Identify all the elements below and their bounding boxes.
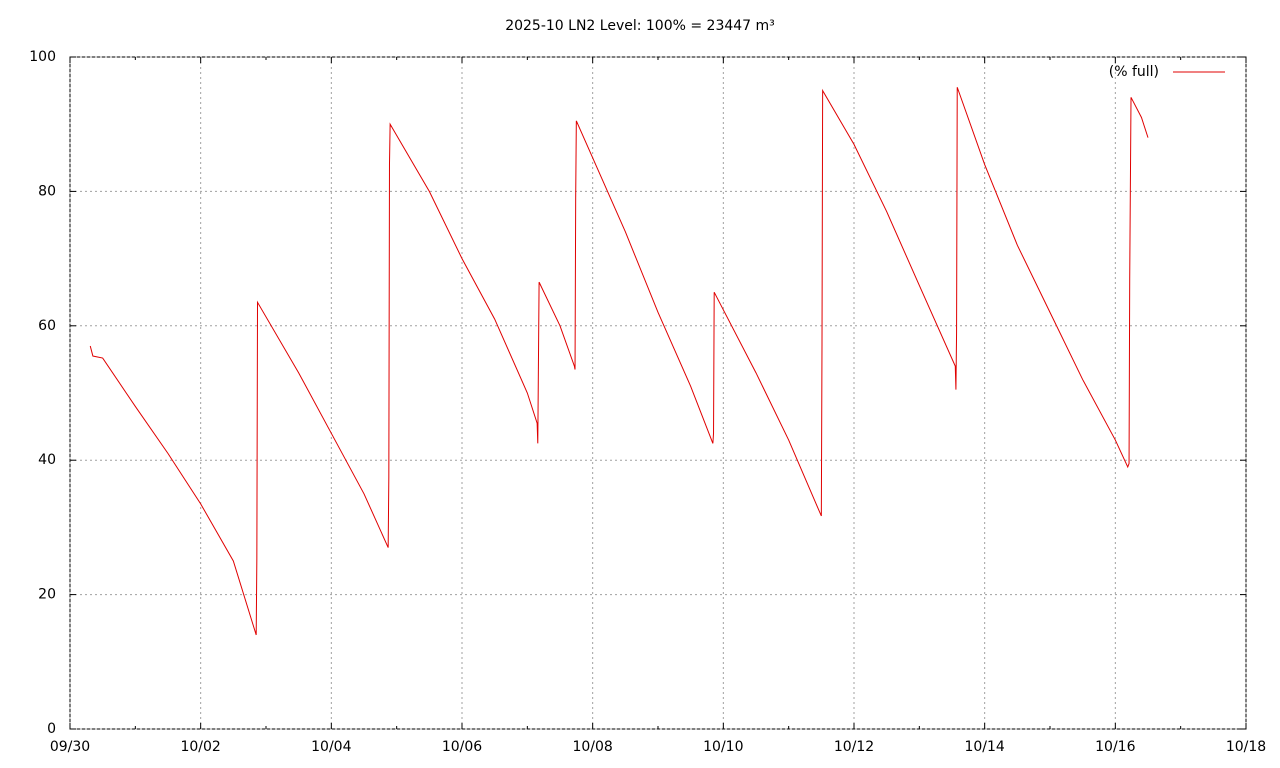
x-tick-label: 10/04 [311, 739, 351, 755]
y-tick-label: 40 [38, 452, 56, 468]
x-tick-label: 10/08 [572, 739, 612, 755]
x-tick-label: 10/12 [834, 739, 874, 755]
x-tick-label: 09/30 [50, 739, 90, 755]
data-line [89, 87, 1149, 636]
chart-title: 2025-10 LN2 Level: 100% = 23447 m³ [505, 18, 775, 34]
legend-label: (% full) [1109, 64, 1159, 80]
y-tick-label: 80 [38, 183, 56, 199]
y-tick-label: 60 [38, 318, 56, 334]
x-tick-label: 10/06 [442, 739, 482, 755]
x-tick-label: 10/18 [1226, 739, 1266, 755]
x-tick-label: 10/14 [964, 739, 1004, 755]
plot-frame [69, 56, 1247, 730]
y-tick-label: 100 [29, 49, 56, 65]
y-tick-label: 20 [38, 587, 56, 603]
x-tick-label: 10/10 [703, 739, 743, 755]
x-tick-label: 10/02 [180, 739, 220, 755]
y-tick-label: 0 [47, 721, 56, 737]
x-tick-label: 10/16 [1095, 739, 1135, 755]
